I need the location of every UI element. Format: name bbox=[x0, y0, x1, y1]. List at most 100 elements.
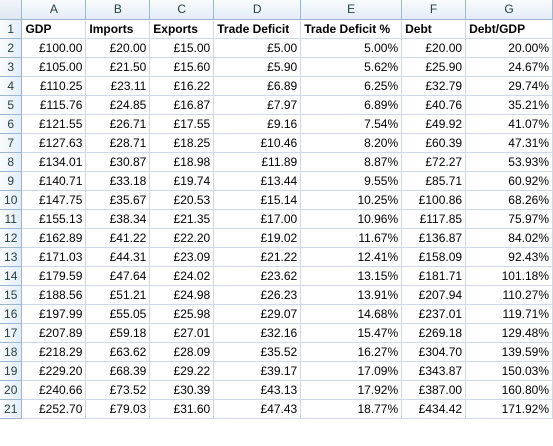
row-header[interactable]: 12 bbox=[0, 228, 23, 248]
column-header-c[interactable]: C bbox=[149, 0, 215, 20]
table-cell[interactable]: £105.00 bbox=[21, 57, 87, 77]
table-cell[interactable]: £5.00 bbox=[213, 38, 302, 58]
table-cell[interactable]: £252.70 bbox=[21, 399, 87, 419]
table-cell[interactable]: £41.22 bbox=[85, 228, 151, 248]
header-cell-trade-deficit-percent[interactable]: Trade Deficit % bbox=[300, 19, 403, 39]
table-cell[interactable]: 15.47% bbox=[300, 323, 403, 343]
table-cell[interactable]: £49.92 bbox=[401, 114, 467, 134]
table-cell[interactable]: 35.21% bbox=[465, 95, 553, 115]
table-cell[interactable]: 129.48% bbox=[465, 323, 553, 343]
table-cell[interactable]: £44.31 bbox=[85, 247, 151, 267]
table-cell[interactable]: £229.20 bbox=[21, 361, 87, 381]
table-cell[interactable]: £162.89 bbox=[21, 228, 87, 248]
table-cell[interactable]: £117.85 bbox=[401, 209, 467, 229]
table-cell[interactable]: £171.03 bbox=[21, 247, 87, 267]
table-cell[interactable]: £269.18 bbox=[401, 323, 467, 343]
table-cell[interactable]: £11.89 bbox=[213, 152, 302, 172]
table-cell[interactable]: 10.96% bbox=[300, 209, 403, 229]
table-cell[interactable]: £16.87 bbox=[149, 95, 215, 115]
table-cell[interactable]: £47.43 bbox=[213, 399, 302, 419]
table-cell[interactable]: £147.75 bbox=[21, 190, 87, 210]
table-cell[interactable]: £19.74 bbox=[149, 171, 215, 191]
table-cell[interactable]: £434.42 bbox=[401, 399, 467, 419]
table-cell[interactable]: £158.09 bbox=[401, 247, 467, 267]
table-cell[interactable]: £15.00 bbox=[149, 38, 215, 58]
table-cell[interactable]: £43.13 bbox=[213, 380, 302, 400]
table-cell[interactable]: £100.00 bbox=[21, 38, 87, 58]
table-cell[interactable]: £10.46 bbox=[213, 133, 302, 153]
table-cell[interactable]: 75.97% bbox=[465, 209, 553, 229]
column-header-b[interactable]: B bbox=[85, 0, 151, 20]
row-header[interactable]: 21 bbox=[0, 399, 23, 419]
table-cell[interactable]: £197.99 bbox=[21, 304, 87, 324]
table-cell[interactable]: 14.68% bbox=[300, 304, 403, 324]
table-cell[interactable]: 8.87% bbox=[300, 152, 403, 172]
table-cell[interactable]: £73.52 bbox=[85, 380, 151, 400]
table-cell[interactable]: £51.21 bbox=[85, 285, 151, 305]
row-header[interactable]: 18 bbox=[0, 342, 23, 362]
table-cell[interactable]: 139.59% bbox=[465, 342, 553, 362]
table-cell[interactable]: £100.86 bbox=[401, 190, 467, 210]
table-cell[interactable]: 119.71% bbox=[465, 304, 553, 324]
header-cell-trade-deficit[interactable]: Trade Deficit bbox=[213, 19, 302, 39]
table-cell[interactable]: 13.91% bbox=[300, 285, 403, 305]
table-cell[interactable]: 53.93% bbox=[465, 152, 553, 172]
table-cell[interactable]: £17.55 bbox=[149, 114, 215, 134]
table-cell[interactable]: £188.56 bbox=[21, 285, 87, 305]
table-cell[interactable]: 47.31% bbox=[465, 133, 553, 153]
table-cell[interactable]: 10.25% bbox=[300, 190, 403, 210]
table-cell[interactable]: £79.03 bbox=[85, 399, 151, 419]
table-cell[interactable]: 101.18% bbox=[465, 266, 553, 286]
row-header[interactable]: 10 bbox=[0, 190, 23, 210]
row-header[interactable]: 6 bbox=[0, 114, 23, 134]
table-cell[interactable]: £26.23 bbox=[213, 285, 302, 305]
table-cell[interactable]: £240.66 bbox=[21, 380, 87, 400]
table-cell[interactable]: £63.62 bbox=[85, 342, 151, 362]
row-header[interactable]: 2 bbox=[0, 38, 23, 58]
table-cell[interactable]: 11.67% bbox=[300, 228, 403, 248]
table-cell[interactable]: £24.02 bbox=[149, 266, 215, 286]
table-cell[interactable]: £20.00 bbox=[85, 38, 151, 58]
table-cell[interactable]: 24.67% bbox=[465, 57, 553, 77]
table-cell[interactable]: £207.89 bbox=[21, 323, 87, 343]
table-cell[interactable]: 68.26% bbox=[465, 190, 553, 210]
table-cell[interactable]: £181.71 bbox=[401, 266, 467, 286]
row-header[interactable]: 16 bbox=[0, 304, 23, 324]
table-cell[interactable]: £21.35 bbox=[149, 209, 215, 229]
table-cell[interactable]: 41.07% bbox=[465, 114, 553, 134]
table-cell[interactable]: £387.00 bbox=[401, 380, 467, 400]
table-cell[interactable]: 17.09% bbox=[300, 361, 403, 381]
table-cell[interactable]: £304.70 bbox=[401, 342, 467, 362]
table-cell[interactable]: £115.76 bbox=[21, 95, 87, 115]
table-cell[interactable]: £207.94 bbox=[401, 285, 467, 305]
table-cell[interactable]: 29.74% bbox=[465, 76, 553, 96]
table-cell[interactable]: £21.50 bbox=[85, 57, 151, 77]
table-cell[interactable]: £179.59 bbox=[21, 266, 87, 286]
table-cell[interactable]: £110.25 bbox=[21, 76, 87, 96]
table-cell[interactable]: 84.02% bbox=[465, 228, 553, 248]
table-cell[interactable]: 5.62% bbox=[300, 57, 403, 77]
table-cell[interactable]: £47.64 bbox=[85, 266, 151, 286]
table-cell[interactable]: £24.98 bbox=[149, 285, 215, 305]
table-cell[interactable]: 20.00% bbox=[465, 38, 553, 58]
table-cell[interactable]: £19.02 bbox=[213, 228, 302, 248]
row-header[interactable]: 19 bbox=[0, 361, 23, 381]
table-cell[interactable]: £9.16 bbox=[213, 114, 302, 134]
table-cell[interactable]: £6.89 bbox=[213, 76, 302, 96]
table-cell[interactable]: 92.43% bbox=[465, 247, 553, 267]
table-cell[interactable]: £39.17 bbox=[213, 361, 302, 381]
header-cell-imports[interactable]: Imports bbox=[85, 19, 151, 39]
table-cell[interactable]: £23.11 bbox=[85, 76, 151, 96]
table-cell[interactable]: £121.55 bbox=[21, 114, 87, 134]
header-cell-exports[interactable]: Exports bbox=[149, 19, 215, 39]
table-cell[interactable]: £28.71 bbox=[85, 133, 151, 153]
header-cell-gdp[interactable]: GDP bbox=[21, 19, 87, 39]
table-cell[interactable]: £20.53 bbox=[149, 190, 215, 210]
table-cell[interactable]: £136.87 bbox=[401, 228, 467, 248]
table-cell[interactable]: £24.85 bbox=[85, 95, 151, 115]
row-header[interactable]: 4 bbox=[0, 76, 23, 96]
table-cell[interactable]: £7.97 bbox=[213, 95, 302, 115]
table-cell[interactable]: £25.98 bbox=[149, 304, 215, 324]
table-cell[interactable]: 6.25% bbox=[300, 76, 403, 96]
table-cell[interactable]: £134.01 bbox=[21, 152, 87, 172]
